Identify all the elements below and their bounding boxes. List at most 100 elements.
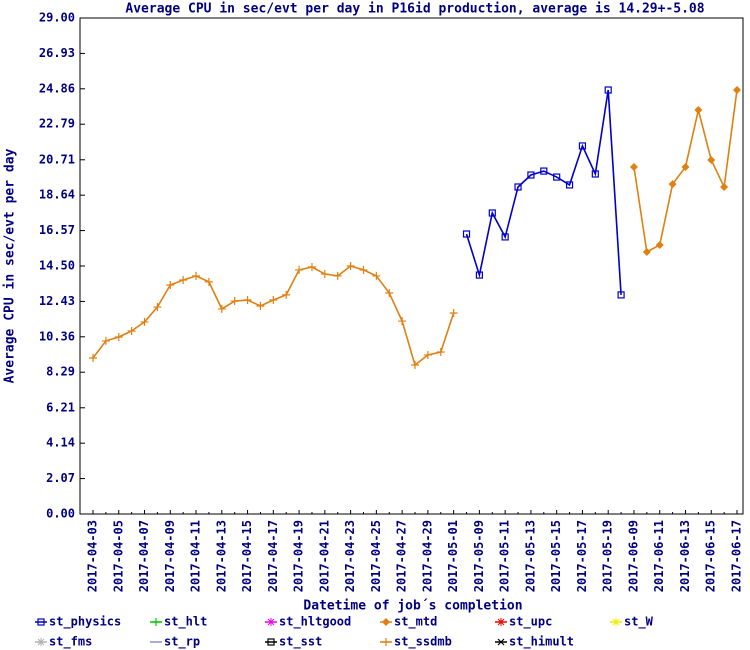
legend-label: st_mtd	[394, 615, 437, 630]
point-marker	[359, 265, 368, 274]
series-line	[633, 89, 738, 254]
x-tick-label: 2017-04-13	[214, 520, 228, 592]
point-marker	[578, 142, 587, 150]
y-tick-label: 22.79	[39, 117, 75, 131]
x-tick-label: 2017-05-19	[601, 520, 615, 592]
y-tick-label: 10.36	[39, 329, 75, 343]
point-marker	[681, 162, 690, 171]
legend-marker	[37, 618, 45, 626]
point-marker	[256, 302, 265, 311]
chart-title: Average CPU in sec/evt per day in P16id …	[125, 2, 704, 17]
point-marker	[179, 276, 188, 285]
legend-marker	[382, 638, 390, 646]
point-marker	[501, 233, 509, 241]
x-tick-label: 2017-05-13	[523, 520, 537, 592]
point-marker	[204, 277, 213, 286]
y-tick-label: 16.57	[39, 223, 75, 237]
point-marker	[475, 271, 483, 279]
legend-label: st_W	[624, 615, 654, 630]
y-tick-label: 26.93	[39, 46, 75, 60]
point-marker	[423, 350, 432, 359]
y-tick-label: 29.00	[39, 11, 75, 25]
x-tick-label: 2017-05-15	[549, 520, 563, 592]
point-marker	[707, 155, 716, 164]
y-tick-label: 4.14	[46, 436, 75, 450]
point-marker	[217, 304, 226, 313]
x-tick-label: 2017-04-05	[111, 520, 125, 592]
x-tick-label: 2017-04-09	[163, 520, 177, 592]
x-tick-label: 2017-05-11	[498, 520, 512, 592]
x-tick-label: 2017-04-07	[137, 520, 151, 592]
point-marker	[553, 173, 561, 181]
x-tick-label: 2017-04-27	[395, 520, 409, 592]
x-tick-label: 2017-04-21	[317, 520, 331, 592]
legend-marker	[612, 618, 620, 626]
point-marker	[514, 183, 522, 191]
legend-label: st_physics	[49, 615, 121, 630]
x-tick-label: 2017-04-15	[240, 520, 254, 592]
point-marker	[655, 240, 664, 249]
point-marker	[372, 271, 381, 280]
y-tick-label: 14.50	[39, 259, 75, 273]
point-marker	[346, 262, 355, 270]
y-tick-label: 18.64	[39, 188, 75, 202]
point-marker	[269, 296, 278, 305]
point-marker	[733, 86, 741, 95]
legend-label: st_rp	[164, 635, 200, 650]
point-marker	[411, 361, 419, 370]
x-tick-label: 2017-04-11	[189, 520, 203, 592]
y-tick-label: 0.00	[46, 507, 75, 521]
y-tick-label: 2.07	[46, 471, 75, 485]
legend-label: st_fms	[49, 635, 92, 650]
point-marker	[642, 247, 651, 256]
point-marker	[320, 270, 329, 279]
point-marker	[591, 170, 599, 178]
x-tick-label: 2017-04-19	[292, 520, 306, 592]
point-marker	[101, 336, 110, 345]
point-marker	[192, 271, 201, 280]
x-tick-label: 2017-05-17	[575, 520, 589, 592]
point-marker	[617, 291, 625, 299]
point-marker	[668, 180, 677, 189]
x-axis-title: Datetime of job´s completion	[303, 599, 522, 614]
x-tick-label: 2017-04-29	[420, 520, 434, 592]
legend-label: st_sst	[279, 635, 322, 650]
point-marker	[462, 230, 471, 238]
point-marker	[565, 181, 574, 189]
series-line	[92, 265, 455, 367]
point-marker	[488, 209, 496, 217]
point-marker	[127, 326, 136, 335]
plot-frame	[79, 17, 744, 515]
legend-marker	[497, 618, 505, 626]
legend-label: st_hltgood	[279, 615, 351, 630]
x-tick-label: 2017-06-15	[704, 520, 718, 592]
x-tick-label: 2017-04-23	[343, 520, 357, 592]
point-marker	[385, 289, 394, 298]
point-marker	[449, 309, 458, 318]
y-tick-label: 12.43	[39, 294, 75, 308]
x-tick-label: 2017-05-01	[446, 520, 460, 592]
point-marker	[436, 348, 445, 357]
point-marker	[282, 290, 291, 299]
point-marker	[333, 271, 342, 280]
point-marker	[153, 303, 162, 312]
x-tick-label: 2017-04-17	[266, 520, 280, 592]
legend-marker	[497, 638, 505, 646]
y-tick-label: 24.86	[39, 81, 75, 95]
point-marker	[114, 332, 123, 341]
y-tick-label: 20.71	[39, 152, 75, 166]
legend-label: st_ssdmb	[394, 635, 452, 650]
y-tick-label: 6.21	[46, 400, 75, 414]
y-tick-label: 8.29	[46, 365, 75, 379]
point-marker	[243, 296, 252, 305]
x-tick-label: 2017-06-11	[652, 520, 666, 592]
point-marker	[604, 86, 612, 94]
x-tick-label: 2017-04-25	[369, 520, 383, 592]
point-marker	[89, 354, 97, 363]
x-tick-label: 2017-06-17	[730, 520, 744, 592]
point-marker	[398, 317, 407, 326]
legend-label: st_himult	[509, 635, 574, 650]
point-marker	[694, 106, 703, 115]
